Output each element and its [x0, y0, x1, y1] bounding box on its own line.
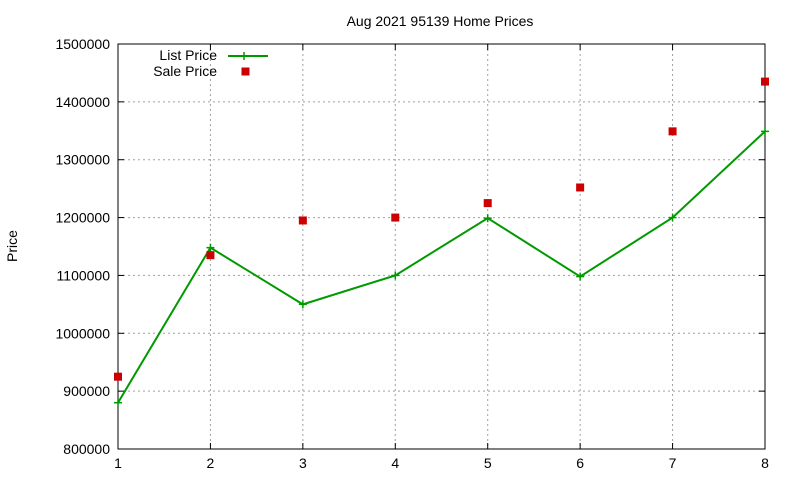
sale-price-point	[668, 127, 677, 136]
x-tick-label: 2	[207, 455, 215, 471]
chart-title: Aug 2021 95139 Home Prices	[347, 13, 534, 29]
list-price-point	[114, 398, 122, 407]
legend-marker-list-price	[240, 52, 248, 60]
list-price-line	[117, 130, 766, 404]
x-tick-label: 3	[299, 455, 307, 471]
y-tick-label: 1500000	[55, 36, 110, 52]
x-tick-label: 5	[484, 455, 492, 471]
list-price-point	[576, 272, 585, 281]
list-price-point	[761, 127, 769, 136]
legend-label-sale-price: Sale Price	[153, 63, 217, 79]
y-axis-label: Price	[4, 230, 20, 262]
axis-ticks: 1 2 3 4 5 6 7 8 800000 900000 1000000 1100000 120000…	[55, 36, 769, 471]
sale-price-point	[298, 216, 307, 225]
y-tick-label: 1000000	[55, 325, 110, 341]
list-price-point	[298, 300, 307, 309]
legend-label-list-price: List Price	[159, 47, 217, 63]
x-tick-label: 7	[669, 455, 677, 471]
x-tick-label: 4	[391, 455, 399, 471]
x-tick-label: 8	[761, 455, 769, 471]
legend: List Price Sale Price	[153, 47, 268, 79]
y-tick-label: 900000	[63, 383, 110, 399]
list-price-point	[483, 214, 492, 223]
sale-price-point	[483, 199, 492, 208]
sale-price-point	[576, 183, 585, 192]
y-tick-label: 1100000	[57, 267, 111, 283]
data-series	[114, 77, 769, 407]
plot-frame	[117, 43, 766, 450]
sale-price-point	[761, 77, 769, 86]
list-price-point	[391, 271, 400, 280]
y-tick-label: 1200000	[55, 210, 110, 226]
sale-price-point	[391, 213, 400, 222]
legend-swatch-sale-price	[241, 67, 250, 76]
sale-price-point	[206, 251, 215, 260]
y-tick-label: 1300000	[55, 152, 110, 168]
y-tick-label: 800000	[63, 441, 110, 457]
y-tick-label: 1400000	[55, 94, 110, 110]
list-price-point	[206, 243, 215, 252]
x-tick-label: 6	[576, 455, 584, 471]
list-price-point	[668, 213, 677, 222]
x-tick-label: 1	[114, 455, 122, 471]
sale-price-point	[114, 372, 122, 381]
